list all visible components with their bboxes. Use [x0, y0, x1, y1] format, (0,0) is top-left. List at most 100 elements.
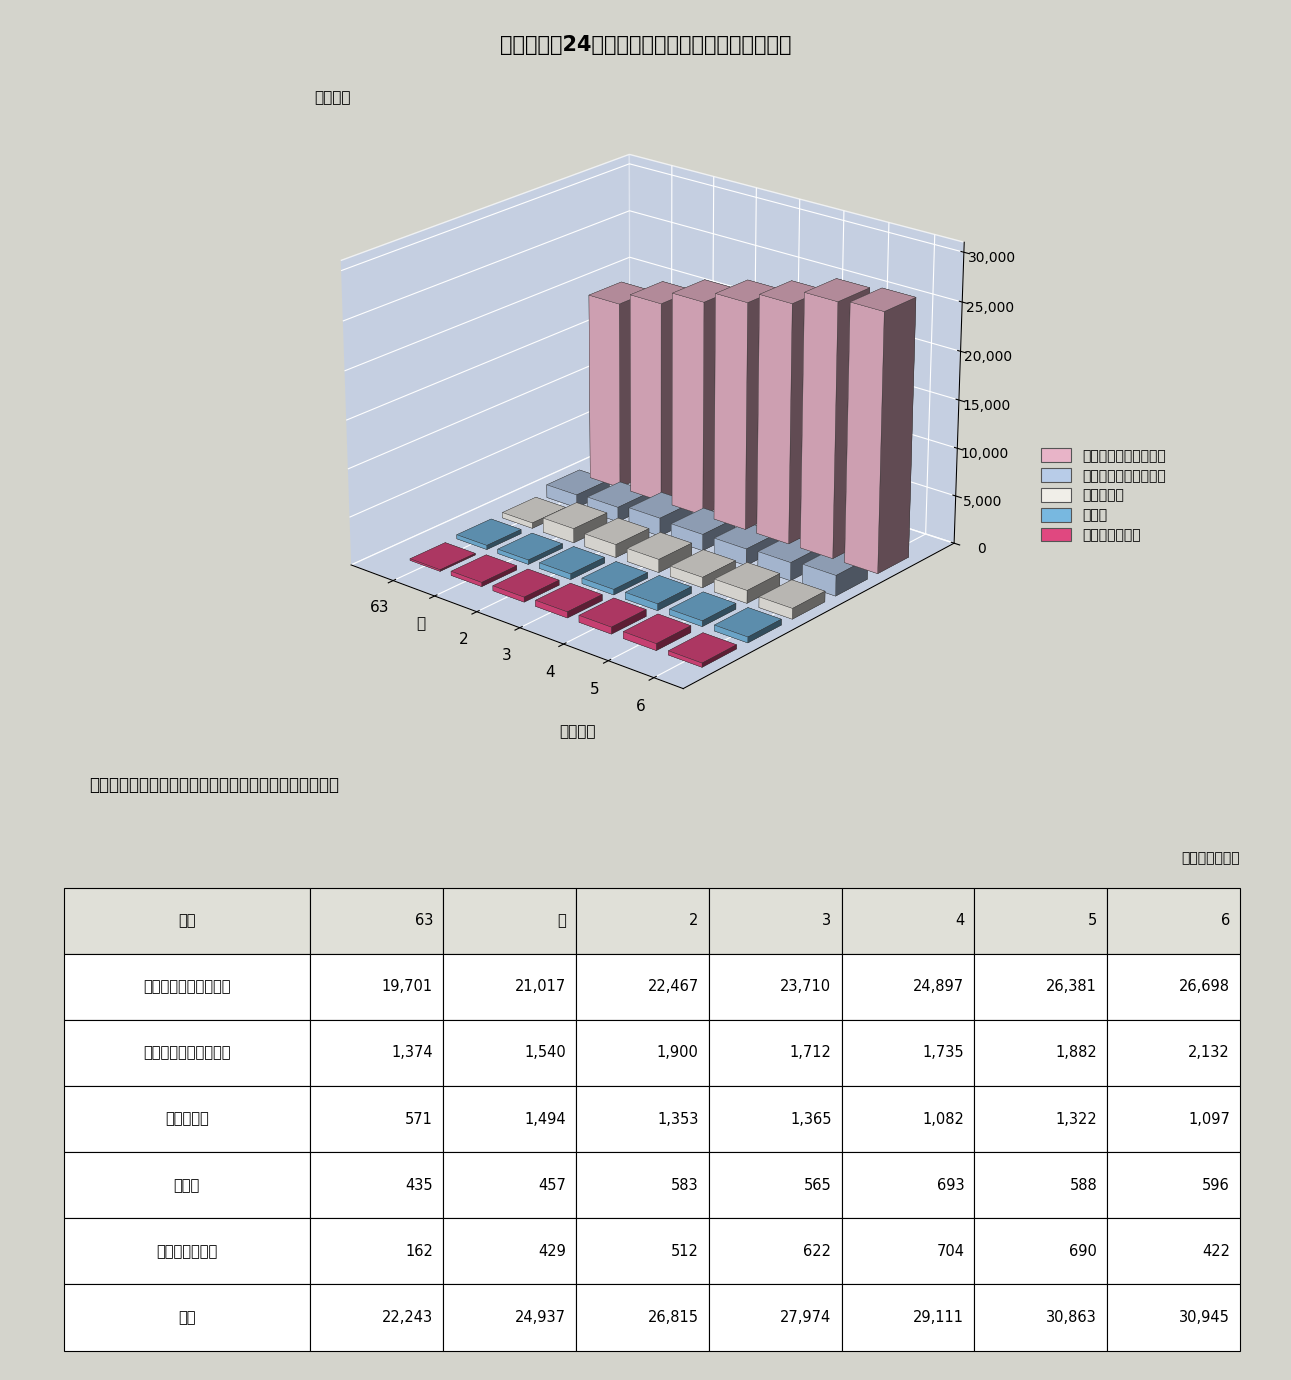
Bar	[842, 1152, 975, 1219]
Text: 元: 元	[556, 914, 565, 929]
Text: 512: 512	[671, 1243, 698, 1259]
Bar	[709, 1020, 842, 1086]
Text: 457: 457	[538, 1177, 565, 1192]
Text: 596: 596	[1202, 1177, 1230, 1192]
Text: 23,710: 23,710	[780, 980, 831, 995]
Bar	[1108, 887, 1241, 954]
Bar	[975, 1285, 1108, 1351]
Text: 29,111: 29,111	[913, 1310, 964, 1325]
Bar	[975, 954, 1108, 1020]
Bar	[63, 1020, 310, 1086]
Bar	[310, 1219, 443, 1285]
Bar	[1108, 1219, 1241, 1285]
Text: 30,945: 30,945	[1179, 1310, 1230, 1325]
Text: 1,735: 1,735	[923, 1046, 964, 1060]
Text: 1,882: 1,882	[1056, 1046, 1097, 1060]
Bar	[63, 887, 310, 954]
Text: 1,494: 1,494	[524, 1112, 565, 1126]
Bar	[842, 1219, 975, 1285]
Text: 30,863: 30,863	[1047, 1310, 1097, 1325]
Bar	[310, 1152, 443, 1219]
Text: 63: 63	[414, 914, 432, 929]
Text: 1,900: 1,900	[657, 1046, 698, 1060]
Bar	[975, 1152, 1108, 1219]
Bar	[709, 1219, 842, 1285]
Text: 1,097: 1,097	[1188, 1112, 1230, 1126]
Bar	[842, 954, 975, 1020]
Text: 26,815: 26,815	[648, 1310, 698, 1325]
Text: 22,243: 22,243	[382, 1310, 432, 1325]
Bar	[63, 1219, 310, 1285]
Text: 693: 693	[937, 1177, 964, 1192]
Text: 571: 571	[405, 1112, 432, 1126]
Text: 565: 565	[804, 1177, 831, 1192]
Bar	[63, 1285, 310, 1351]
Text: 690: 690	[1069, 1243, 1097, 1259]
Bar	[63, 1152, 310, 1219]
Bar	[842, 1285, 975, 1351]
Bar	[576, 1086, 709, 1152]
Bar	[709, 954, 842, 1020]
Text: 年度: 年度	[178, 914, 196, 929]
Bar	[63, 1086, 310, 1152]
Bar	[443, 1020, 576, 1086]
Text: 24,937: 24,937	[515, 1310, 565, 1325]
Bar	[576, 954, 709, 1020]
Bar	[975, 1020, 1108, 1086]
Text: 583: 583	[671, 1177, 698, 1192]
Bar	[310, 1086, 443, 1152]
Text: 6: 6	[1221, 914, 1230, 929]
Text: ケーブルテレビ: ケーブルテレビ	[156, 1243, 217, 1259]
Text: 1,712: 1,712	[790, 1046, 831, 1060]
Text: 27,974: 27,974	[780, 1310, 831, 1325]
Bar	[709, 1285, 842, 1351]
Bar	[576, 1285, 709, 1351]
Text: 1,374: 1,374	[391, 1046, 432, 1060]
Bar	[310, 954, 443, 1020]
Text: （年度）: （年度）	[559, 724, 596, 738]
Text: 1,365: 1,365	[790, 1112, 831, 1126]
Bar	[576, 1219, 709, 1285]
Text: 1,353: 1,353	[657, 1112, 698, 1126]
Text: 1,540: 1,540	[524, 1046, 565, 1060]
Text: 第二種電気通信事業者: 第二種電気通信事業者	[143, 1046, 231, 1060]
Text: 24,897: 24,897	[913, 980, 964, 995]
Legend: 第一種電気通信事業者, 第二種電気通信事業者, 民放事業者, ＮＨＫ, ケーブルテレビ: 第一種電気通信事業者, 第二種電気通信事業者, 民放事業者, ＮＨＫ, ケーブル…	[1041, 448, 1166, 542]
Text: 162: 162	[405, 1243, 432, 1259]
Text: 26,698: 26,698	[1179, 980, 1230, 995]
Text: 第一種電気通信事業者: 第一種電気通信事業者	[143, 980, 231, 995]
Text: 21,017: 21,017	[515, 980, 565, 995]
Text: 4: 4	[955, 914, 964, 929]
Bar	[443, 887, 576, 954]
Text: ＮＨＫ: ＮＨＫ	[174, 1177, 200, 1192]
Text: 622: 622	[803, 1243, 831, 1259]
Bar	[310, 1285, 443, 1351]
Text: 第３－２－24図　情報通信産業の設備投資の推移: 第３－２－24図 情報通信産業の設備投資の推移	[500, 34, 791, 55]
Text: 2,132: 2,132	[1188, 1046, 1230, 1060]
Bar	[1108, 1086, 1241, 1152]
Bar	[63, 954, 310, 1020]
Bar	[842, 1086, 975, 1152]
Text: 19,701: 19,701	[382, 980, 432, 995]
Text: 「通信産業設備投資等実態調査」（郵政省）により作成: 「通信産業設備投資等実態調査」（郵政省）により作成	[89, 776, 338, 793]
Bar	[576, 887, 709, 954]
Text: 435: 435	[405, 1177, 432, 1192]
Text: 422: 422	[1202, 1243, 1230, 1259]
Bar	[1108, 954, 1241, 1020]
Text: （億円）: （億円）	[314, 90, 351, 105]
Bar	[443, 954, 576, 1020]
Bar	[709, 887, 842, 954]
Bar	[975, 887, 1108, 954]
Bar	[1108, 1285, 1241, 1351]
Text: 1,082: 1,082	[923, 1112, 964, 1126]
Bar	[443, 1152, 576, 1219]
Bar	[709, 1086, 842, 1152]
Bar	[576, 1152, 709, 1219]
Bar	[443, 1219, 576, 1285]
Text: 2: 2	[689, 914, 698, 929]
Bar	[576, 1020, 709, 1086]
Bar	[975, 1219, 1108, 1285]
Text: 民放事業者: 民放事業者	[165, 1112, 209, 1126]
Text: 合計: 合計	[178, 1310, 196, 1325]
Text: 1,322: 1,322	[1056, 1112, 1097, 1126]
